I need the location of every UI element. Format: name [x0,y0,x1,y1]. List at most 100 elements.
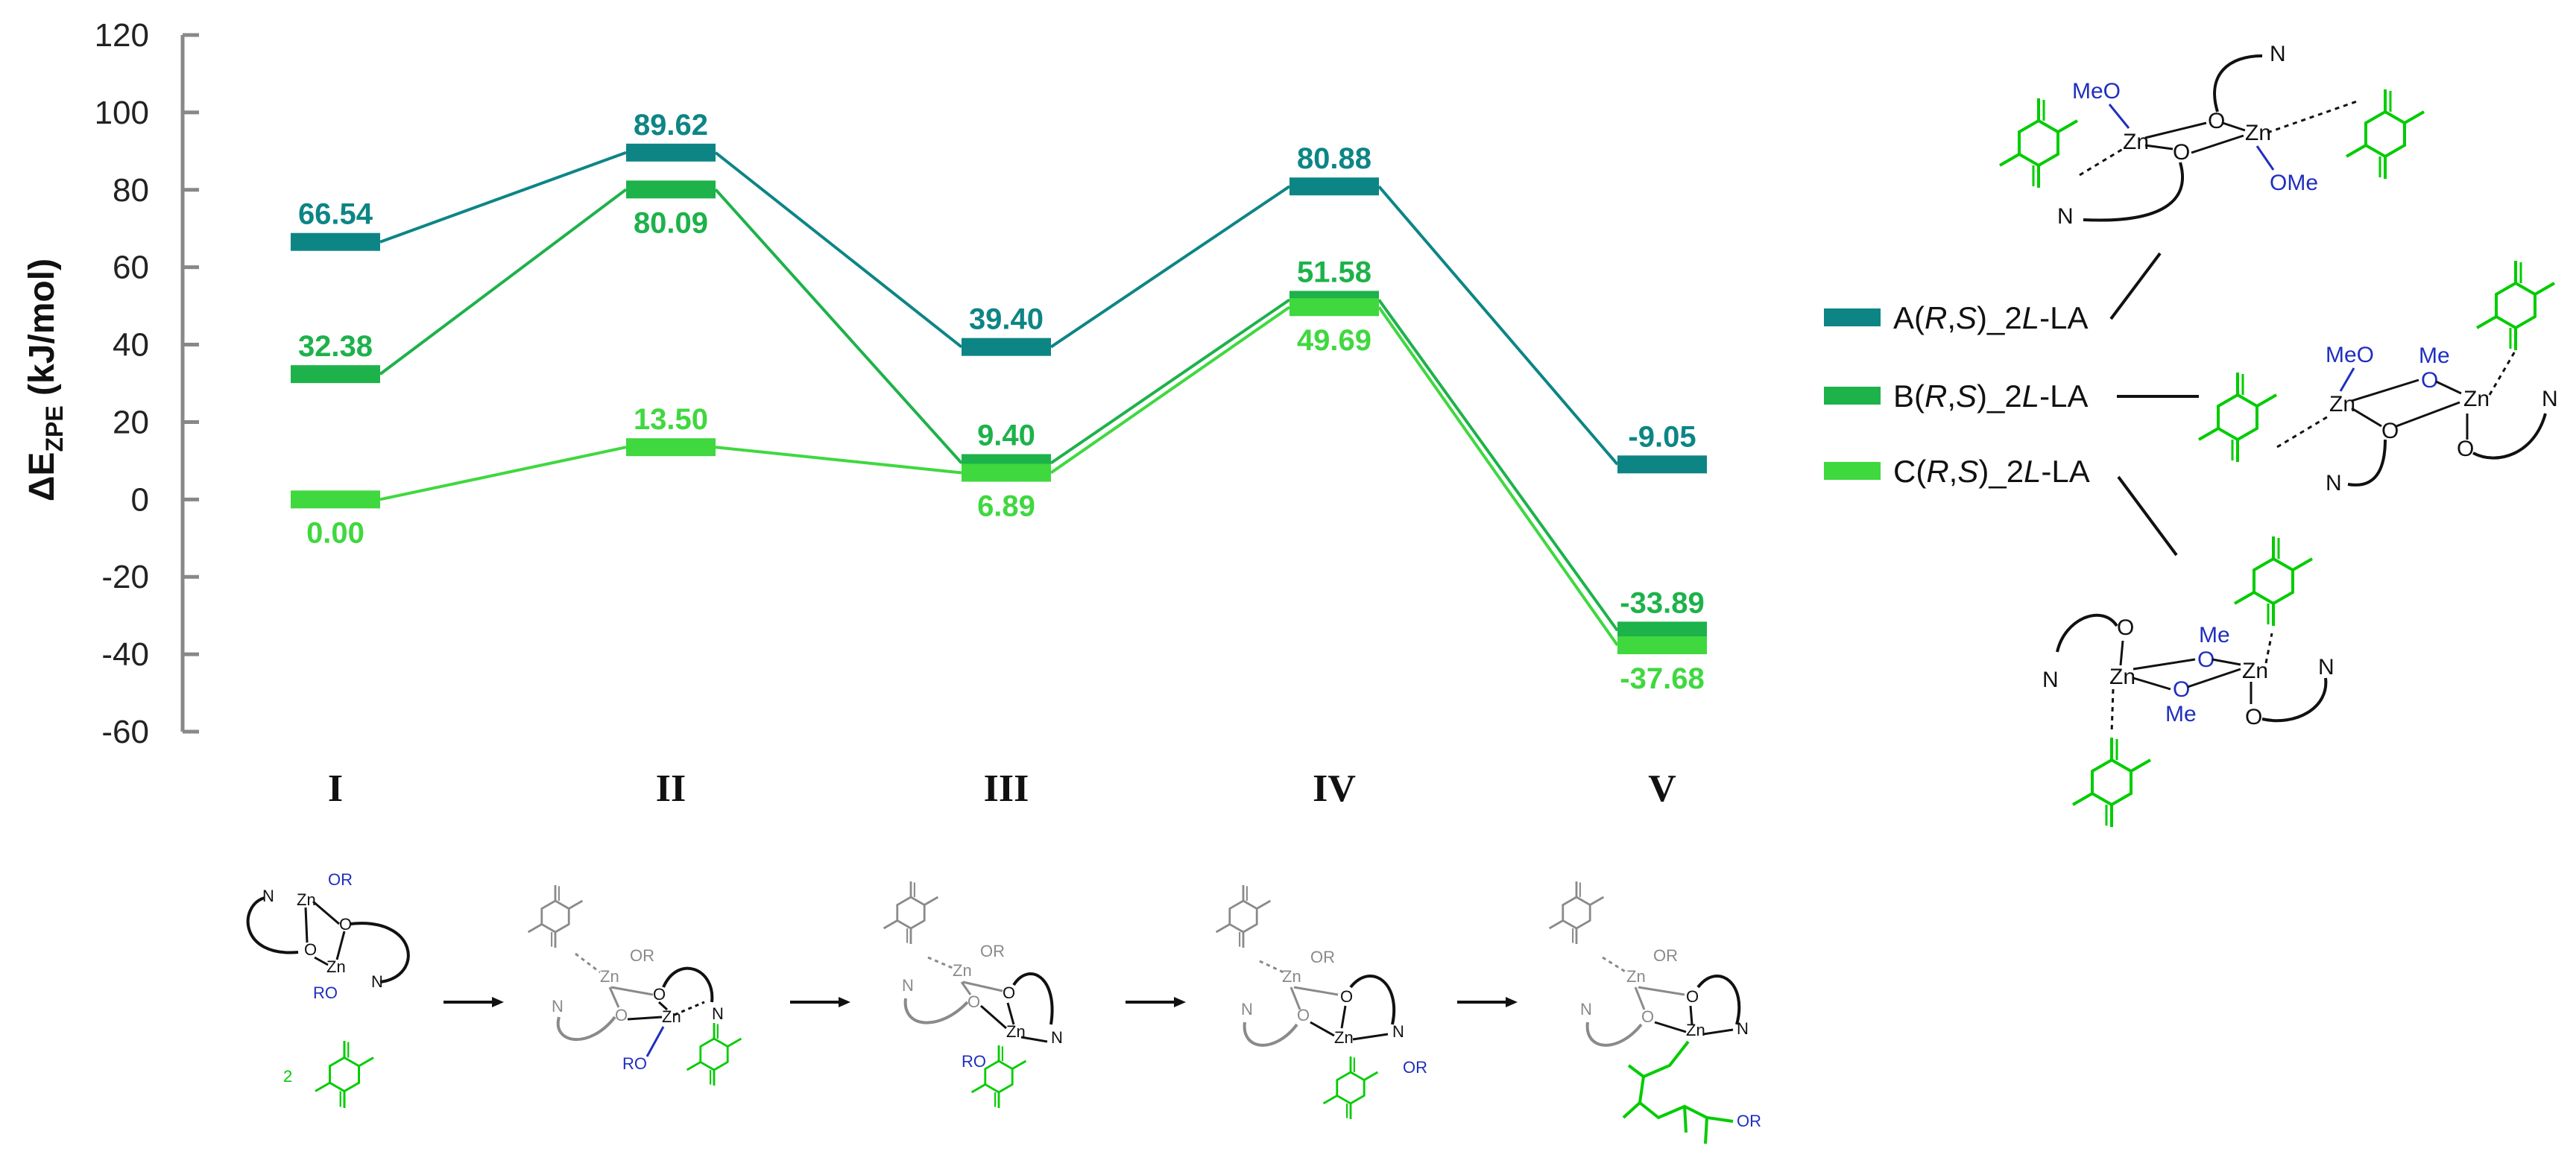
o-label: O [1003,983,1015,1002]
o-label: O [653,985,666,1004]
series-a-connector [714,151,963,349]
o-label: O [1641,1007,1654,1026]
o-label: O [1340,987,1353,1006]
o-label: O [2245,705,2262,729]
y-axis-label-main: ΔE [22,452,62,502]
n-label: N [2270,42,2286,66]
meo-label: MeO [2326,343,2374,367]
n-label: N [2318,655,2334,680]
series-levels [291,143,1707,655]
n-label: N [1392,1022,1404,1041]
meo-label: MeO [2072,79,2121,104]
stage-label: IV [1313,767,1356,810]
structure-b: Zn Zn O O MeO Me N N O [2197,259,2558,495]
o-label: O [304,940,317,959]
scheme-ii: Zn Zn OR RO N N O O [527,884,742,1087]
series-a-level [1289,177,1379,196]
stage-label: I [328,767,343,810]
n-label: N [2326,471,2342,495]
n-label: N [1051,1028,1063,1047]
zn-label: Zn [2463,387,2490,411]
n-label: N [902,976,914,995]
series-b-connector [1049,298,1291,465]
n-label: N [1580,1000,1592,1019]
o-label: O [2381,419,2399,443]
n-label: N [1241,1000,1253,1019]
stage-labels: I II III IV V [328,767,1676,810]
series-labels: 66.54 89.62 39.40 80.88 -9.05 32.38 80.09 9.40 5… [298,109,1705,695]
series-a-connector [379,151,627,244]
me-label: Me [2165,702,2197,726]
o-label: O [2421,368,2438,393]
ome-label: OMe [2270,171,2318,195]
y-tick-label: 40 [113,327,149,364]
me-label: Me [2419,343,2450,368]
series-c-level [1617,636,1707,655]
ro-label: RO [962,1052,986,1071]
zn-label: Zn [662,1007,681,1026]
series-c-data-label: 6.89 [977,490,1035,523]
o-label: O [2117,615,2134,640]
n-label: N [262,887,274,905]
o-label: O [2197,647,2214,672]
series-a-level [291,232,380,251]
series-a-level [962,338,1051,356]
zn-label: Zn [1626,967,1646,986]
scheme-i: Zn Zn N N OR RO O O 2 [246,870,410,1109]
ring-opened-chain [1638,1040,1734,1123]
or-label: OR [1653,946,1678,965]
y-tick-label: -20 [101,559,149,595]
y-tick-label: 20 [113,404,149,440]
series-b-connector [379,188,628,376]
series-b-data-label: 80.09 [634,206,708,239]
series-a-data-label: -9.05 [1628,420,1696,453]
n-label: N [552,997,564,1016]
scheme-iv: Zn Zn OR OR N N O O [1215,884,1427,1121]
lactide-ring-b-top [2475,259,2556,352]
stage-label: II [656,767,686,810]
legend-swatch-a [1824,308,1881,326]
series-c-level [291,490,380,509]
series-b-connector [1377,299,1619,632]
n-label: N [2057,204,2074,229]
n-label: N [712,1004,724,1023]
legend-swatch-c [1824,462,1881,480]
lactide-ring-a-left [1998,97,2079,189]
series-a-connector [1049,185,1291,349]
lactide-ring-iii-top [883,880,939,945]
y-tick-label: 0 [131,481,149,518]
zn-label: Zn [953,961,972,980]
series-a-data-label: 80.88 [1297,142,1371,175]
y-tick-label: 100 [95,95,149,131]
or-label: OR [1403,1058,1427,1077]
or-label: OR [328,870,353,889]
lactide-ring-c-bottom [2071,736,2152,829]
zn-label: Zn [1686,1021,1705,1039]
scheme-v: Zn Zn OR OR N N O O [1548,880,1761,1144]
series-b-level [291,365,380,384]
series-b-data-label: 32.38 [298,330,373,363]
y-tick-label: 120 [95,17,149,54]
lactide-ring-ii-bottom [686,1021,742,1087]
y-tick-label: 60 [113,250,149,286]
legend: A(R,S)_2L-LA B(R,S)_2L-LA C(R,S)_2L-LA [1824,252,2199,557]
zn-label: Zn [2109,665,2135,689]
o-label: O [339,915,352,934]
legend-label-c: C(R,S)_2L-LA [1893,454,2090,489]
arrow [492,997,504,1007]
o-label: O [2457,437,2474,461]
or-label: OR [1737,1112,1761,1130]
n-label: N [2542,387,2558,411]
y-axis-label-sub: ZPE [41,405,68,452]
series-c-data-label: 13.50 [634,403,708,436]
ro-label: RO [313,983,338,1002]
zn-label: Zn [2245,121,2271,145]
o-label: O [1297,1006,1310,1024]
series-b-data-label: 9.40 [977,419,1035,452]
series-a-data-label: 39.40 [969,303,1044,336]
series-b-data-label: -33.89 [1620,586,1704,619]
series-c-connector [715,446,962,475]
n-label: N [1737,1019,1749,1038]
y-axis: 120 100 80 60 40 20 0 -20 -40 -60 [95,17,199,750]
